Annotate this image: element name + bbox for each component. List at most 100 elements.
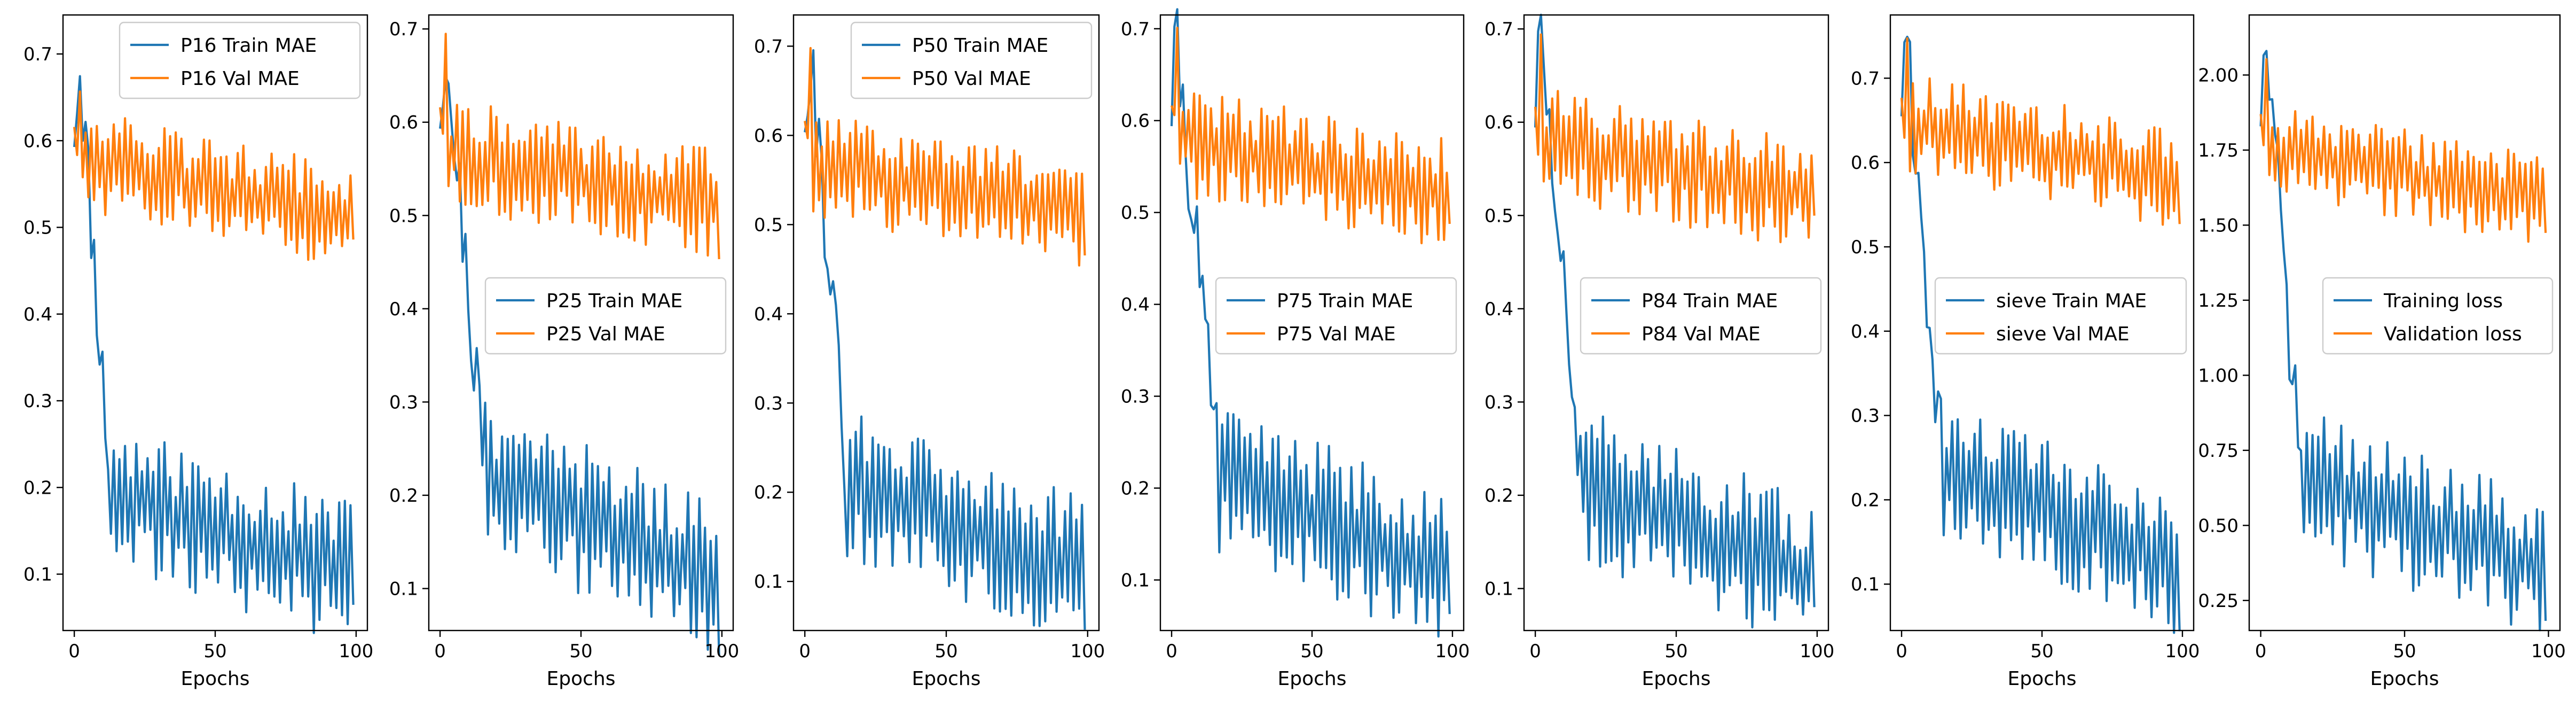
subplot-2: 0 50 100 0.1 0.2 0.3 0.4 0.5 0.6 0.7 Epochs P25 Tra… (389, 14, 739, 690)
x-axis-label: Epochs (2008, 668, 2077, 690)
series-line-val (73, 90, 355, 261)
legend-label: P75 Val MAE (1277, 323, 1396, 345)
y-tick-label: 0.3 (1121, 386, 1150, 408)
x-tick-label: 100 (1070, 641, 1105, 662)
y-tick-label: 2.00 (2198, 65, 2239, 86)
x-tick-label: 100 (1800, 641, 1834, 662)
series-line-val (2259, 58, 2547, 243)
legend-label: P75 Train MAE (1277, 290, 1413, 312)
legend-box (1934, 277, 2187, 355)
y-tick-label: 0.2 (754, 482, 783, 503)
x-tick-label: 50 (1664, 641, 1687, 662)
y-tick-label: 1.00 (2198, 365, 2239, 386)
x-tick-label: 50 (569, 641, 592, 662)
y-tick-label: 0.75 (2198, 440, 2239, 462)
y-tick-label: 1.75 (2198, 140, 2239, 161)
legend-label: P50 Train MAE (912, 35, 1048, 57)
y-tick-label: 0.7 (1121, 19, 1150, 40)
series-line-train (804, 49, 1086, 630)
legend: P16 Train MAE P16 Val MAE (119, 21, 361, 99)
subplot-3: 0 50 100 0.1 0.2 0.3 0.4 0.5 0.6 0.7 Epochs P50 Tra… (754, 14, 1105, 690)
x-tick-label: 0 (1896, 641, 1907, 662)
y-tick-label: 0.3 (23, 391, 52, 412)
legend-label: sieve Train MAE (1996, 290, 2147, 312)
y-tick-label: 0.5 (1121, 203, 1150, 224)
y-tick-label: 0.25 (2198, 590, 2239, 612)
x-axis-label: Epochs (2370, 668, 2439, 690)
x-tick-label: 100 (339, 641, 373, 662)
y-tick-label: 0.7 (1851, 68, 1880, 89)
y-tick-label: 0.2 (389, 485, 418, 507)
series-line-val (439, 33, 720, 260)
y-tick-label: 0.3 (1851, 406, 1880, 427)
x-tick-label: 100 (2165, 641, 2200, 662)
x-axis-label: Epochs (912, 668, 981, 690)
y-tick-label: 0.4 (1485, 299, 1513, 320)
x-axis-label: Epochs (181, 668, 250, 690)
series-line-train (1900, 35, 2181, 634)
x-tick-label: 0 (799, 641, 811, 662)
y-tick-label: 0.5 (23, 217, 52, 239)
y-tick-label: 0.50 (2198, 515, 2239, 536)
subplot-6: 0 50 100 0.1 0.2 0.3 0.4 0.5 0.6 0.7 Epochs sieve T… (1851, 14, 2200, 690)
series-line-val (1900, 37, 2181, 226)
y-tick-label: 0.1 (754, 571, 783, 593)
legend-label: P25 Train MAE (546, 290, 682, 312)
subplot-1: 0 50 100 0.1 0.2 0.3 0.4 0.5 0.6 0.7 Epochs P16 Tra… (23, 14, 373, 690)
y-tick-label: 0.2 (1485, 485, 1513, 507)
y-tick-label: 0.5 (754, 214, 783, 236)
y-tick-label: 0.4 (23, 304, 52, 325)
y-tick-label: 0.2 (1121, 478, 1150, 499)
legend: P75 Train MAE P75 Val MAE (1215, 277, 1457, 355)
y-tick-label: 0.3 (1485, 392, 1513, 413)
y-tick-label: 0.7 (754, 36, 783, 57)
x-tick-label: 100 (704, 641, 739, 662)
legend-label: P25 Val MAE (546, 323, 665, 345)
x-tick-label: 50 (2393, 641, 2416, 662)
y-tick-label: 0.7 (1485, 19, 1513, 40)
x-tick-label: 100 (2531, 641, 2566, 662)
y-tick-label: 1.50 (2198, 215, 2239, 236)
series-line-val (1170, 26, 1451, 245)
y-tick-label: 0.3 (389, 392, 418, 413)
legend: P50 Train MAE P50 Val MAE (850, 21, 1093, 99)
series-line-train (439, 76, 720, 655)
y-tick-label: 0.1 (1851, 574, 1880, 595)
y-tick-label: 0.7 (23, 44, 52, 65)
x-tick-label: 50 (1300, 641, 1323, 662)
x-tick-label: 0 (2255, 641, 2267, 662)
y-tick-label: 0.3 (754, 393, 783, 414)
series-line-train (1534, 13, 1816, 629)
y-tick-label: 0.6 (389, 112, 418, 134)
y-tick-label: 0.6 (23, 130, 52, 152)
series-line-val (1534, 33, 1816, 244)
legend-label: P50 Val MAE (912, 68, 1031, 90)
x-tick-label: 0 (434, 641, 446, 662)
x-tick-label: 50 (2030, 641, 2053, 662)
legend-box (484, 277, 727, 355)
legend-label: P16 Val MAE (180, 68, 300, 90)
x-tick-label: 0 (1529, 641, 1541, 662)
y-tick-label: 0.1 (389, 578, 418, 600)
y-tick-label: 0.1 (23, 564, 52, 586)
legend: P84 Train MAE P84 Val MAE (1580, 277, 1822, 355)
y-tick-label: 0.6 (1485, 112, 1513, 134)
legend-box (2322, 277, 2554, 355)
legend-box (1215, 277, 1457, 355)
y-tick-label: 0.2 (1851, 489, 1880, 511)
legend: sieve Train MAE sieve Val MAE (1934, 277, 2187, 355)
y-tick-label: 0.5 (1851, 237, 1880, 258)
y-tick-label: 0.6 (1851, 152, 1880, 174)
series-line-train (1170, 8, 1451, 638)
legend: P25 Train MAE P25 Val MAE (484, 277, 727, 355)
legend-label: P16 Train MAE (180, 35, 317, 57)
y-tick-label: 0.7 (389, 19, 418, 40)
y-tick-label: 0.5 (1485, 205, 1513, 227)
y-tick-label: 0.4 (389, 299, 418, 320)
series-line-val (804, 46, 1086, 267)
y-tick-label: 1.25 (2198, 290, 2239, 312)
y-tick-label: 0.1 (1121, 570, 1150, 591)
series-line-train (2259, 50, 2547, 632)
y-tick-label: 0.5 (389, 205, 418, 227)
